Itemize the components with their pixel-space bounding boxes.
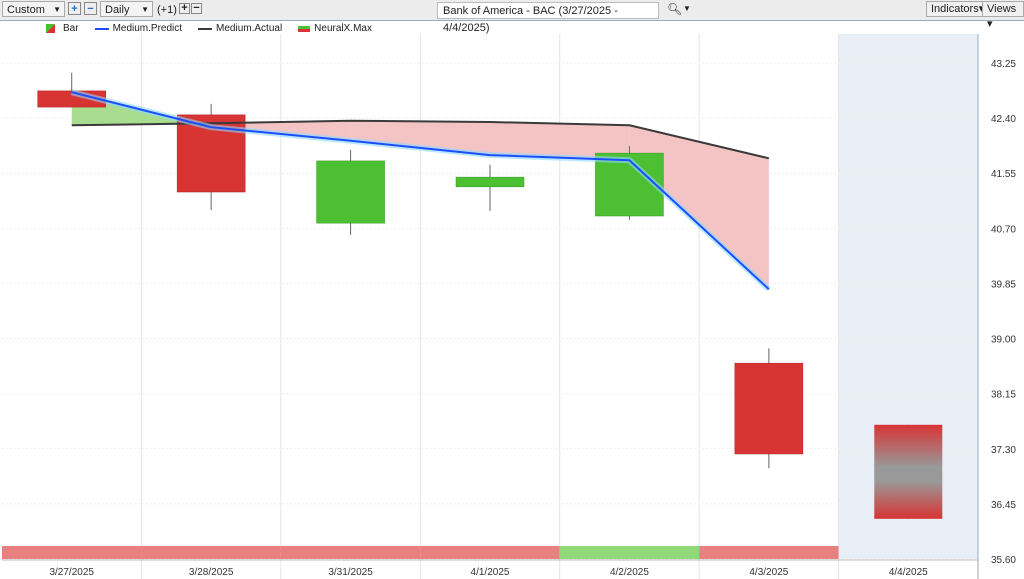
band-below <box>350 120 490 156</box>
interval-value: Daily <box>105 4 130 16</box>
offset-label: (+1) <box>157 4 177 16</box>
medium-predict-line <box>71 91 770 291</box>
y-tick-label: 40.70 <box>991 224 1016 235</box>
legend-label: Bar <box>63 23 79 34</box>
line-swatch-icon <box>198 27 213 30</box>
y-tick-label: 35.60 <box>991 555 1016 566</box>
range-select[interactable]: Custom ▼ <box>2 1 65 17</box>
chevron-down-icon[interactable]: ▼ <box>683 4 691 13</box>
y-tick-label: 42.40 <box>991 114 1016 125</box>
neuralx-max-bar <box>280 546 421 559</box>
neuralx-max-bar <box>699 546 839 559</box>
chevron-down-icon: ▼ <box>141 5 149 14</box>
line-swatch-icon <box>94 27 109 30</box>
x-tick-label: 3/31/2025 <box>328 567 373 578</box>
zoom-out-button[interactable]: − <box>84 2 97 15</box>
x-tick-label: 4/1/2025 <box>471 567 510 578</box>
legend-actual[interactable]: Medium.Actual <box>198 23 282 34</box>
band-below <box>629 125 769 290</box>
range-value: Custom <box>7 4 45 16</box>
candle-body <box>455 176 525 188</box>
neuralx-swatch-icon <box>298 25 311 32</box>
legend-label: Medium.Actual <box>216 23 283 34</box>
y-tick-label: 39.00 <box>991 335 1016 346</box>
neuralx-max-bar <box>420 546 560 559</box>
y-tick-label: 39.85 <box>991 279 1016 290</box>
band-below <box>490 122 630 161</box>
candle-body <box>316 160 385 224</box>
x-tick-label: 4/2/2025 <box>610 567 649 578</box>
toolbar: Custom ▼ + − Daily ▼ (+1) + − Bank of Amer… <box>0 0 1024 34</box>
zoom-in-button[interactable]: + <box>68 2 81 15</box>
candle-body <box>874 424 943 519</box>
neuralx-max-bar <box>2 546 142 559</box>
symbol-title[interactable]: Bank of America - BAC (3/27/2025 - 4/4/2… <box>437 2 659 34</box>
interval-select[interactable]: Daily ▼ <box>100 1 153 17</box>
y-tick-label: 43.25 <box>991 59 1016 70</box>
views-button[interactable]: Views ▾ <box>982 1 1024 30</box>
y-tick-label: 41.55 <box>991 169 1016 180</box>
x-tick-label: 3/28/2025 <box>189 567 234 578</box>
y-tick-label: 38.15 <box>991 390 1016 401</box>
chevron-down-icon: ▼ <box>53 5 61 14</box>
neuralx-max-bar <box>141 546 281 559</box>
neuralx-max-bar <box>559 546 700 559</box>
legend: Bar Medium.Predict Medium.Actual NeuralX… <box>46 23 372 34</box>
y-tick-label: 37.30 <box>991 445 1016 456</box>
legend-neuralx[interactable]: NeuralX.Max <box>298 23 372 34</box>
y-tick-label: 36.45 <box>991 500 1016 511</box>
x-tick-label: 4/3/2025 <box>749 567 788 578</box>
x-tick-label: 3/27/2025 <box>49 567 94 578</box>
legend-predict[interactable]: Medium.Predict <box>94 23 183 34</box>
candle-body <box>734 362 804 455</box>
offset-plus-button[interactable]: + <box>179 3 190 14</box>
offset-minus-button[interactable]: − <box>191 3 202 14</box>
legend-label: Medium.Predict <box>112 23 183 34</box>
legend-bar[interactable]: Bar <box>46 23 79 34</box>
views-label: Views <box>987 3 1017 15</box>
legend-label: NeuralX.Max <box>314 23 372 34</box>
x-tick-label: 4/4/2025 <box>889 567 928 578</box>
indicators-label: Indicators <box>931 3 979 15</box>
search-icon[interactable]: 🔍︎ <box>667 2 683 16</box>
bar-swatch-icon <box>46 24 55 33</box>
indicators-button[interactable]: Indicators▾ <box>926 1 990 17</box>
